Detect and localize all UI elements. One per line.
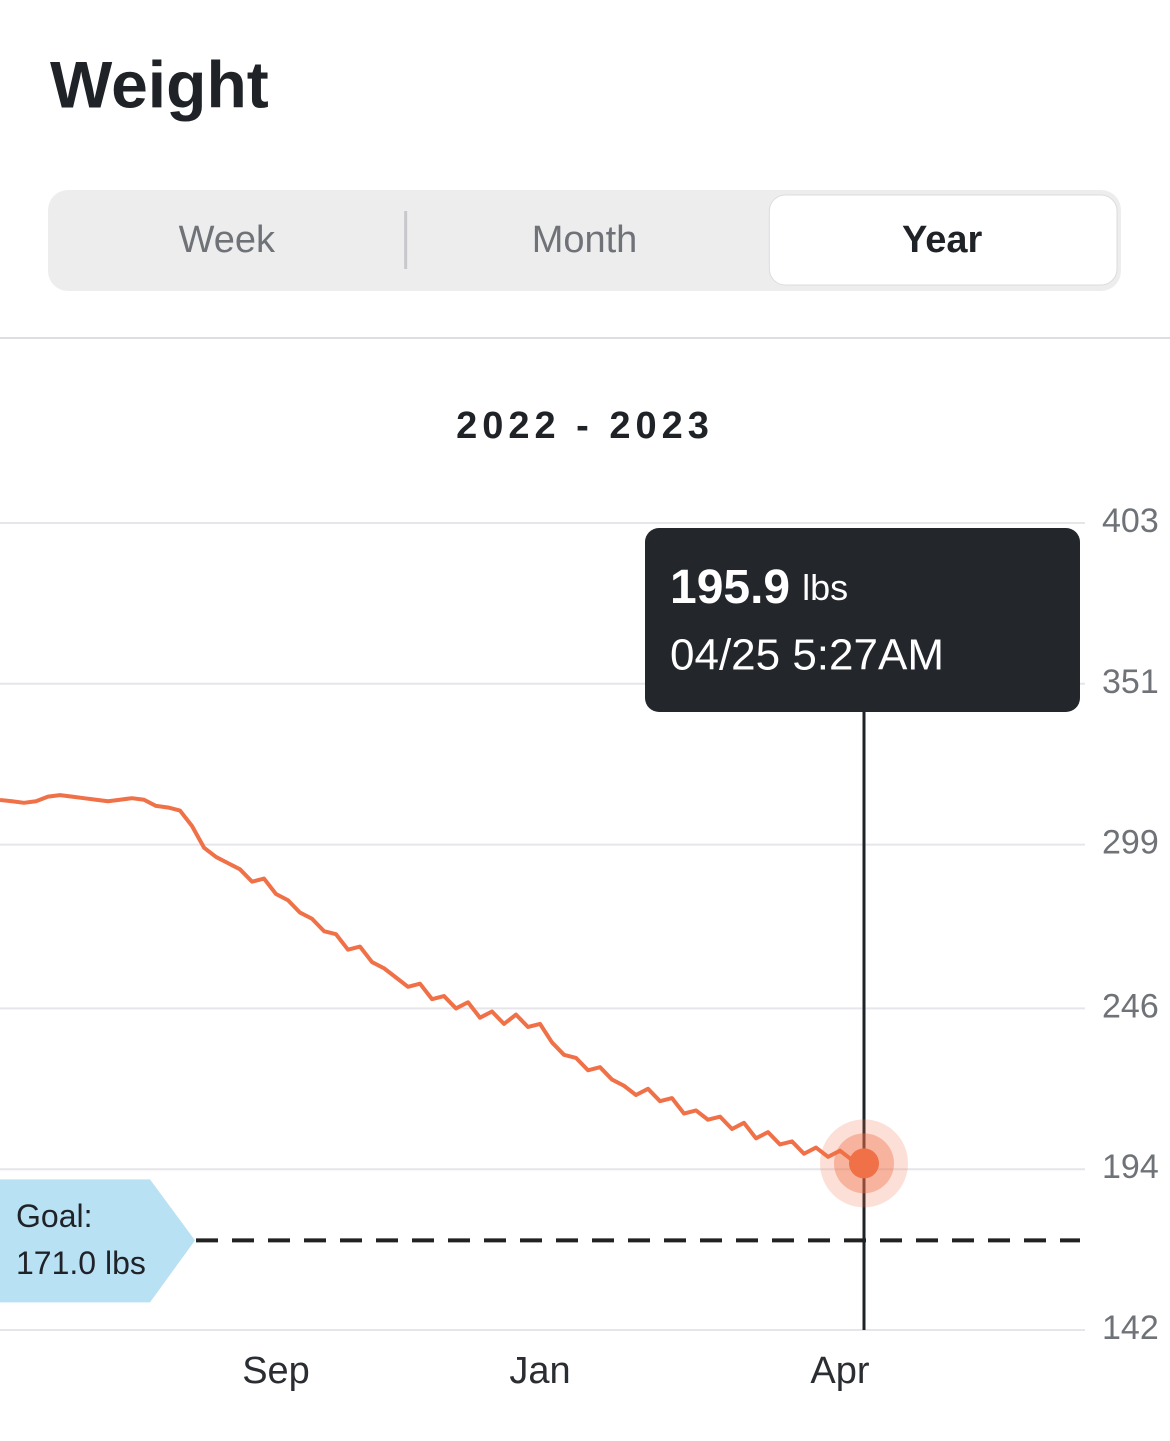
y-tick-label: 403 [1102, 502, 1159, 540]
tab-selected[interactable] [768, 194, 1118, 286]
y-tick-label: 299 [1102, 824, 1159, 862]
x-tick-label: Apr [810, 1350, 869, 1392]
page-title: Weight [50, 47, 269, 121]
tab-label[interactable]: Week [179, 219, 276, 261]
selected-point [849, 1148, 879, 1179]
goal-value-label: 171.0 lbs [16, 1245, 146, 1281]
weight-line [0, 793, 865, 1166]
tab-label[interactable]: Year [902, 219, 983, 261]
x-tick-label: Sep [242, 1350, 310, 1392]
tooltip-value: 195.9 lbs [670, 561, 848, 614]
tooltip [645, 528, 1080, 712]
chart-title: 2022 - 2023 [456, 405, 714, 447]
y-tick-label: 142 [1102, 1309, 1159, 1347]
tab-label[interactable]: Month [532, 219, 638, 261]
tooltip-value-number: 195.9 [670, 561, 790, 614]
x-tick-label: Jan [509, 1350, 570, 1392]
goal-badge [0, 1179, 195, 1303]
y-tick-label: 246 [1102, 987, 1159, 1025]
y-tick-label: 351 [1102, 663, 1159, 701]
goal-label: Goal: [16, 1198, 92, 1234]
y-tick-label: 194 [1102, 1148, 1159, 1186]
tooltip-date: 04/25 5:27AM [670, 631, 944, 680]
tooltip-unit: lbs [802, 567, 848, 608]
